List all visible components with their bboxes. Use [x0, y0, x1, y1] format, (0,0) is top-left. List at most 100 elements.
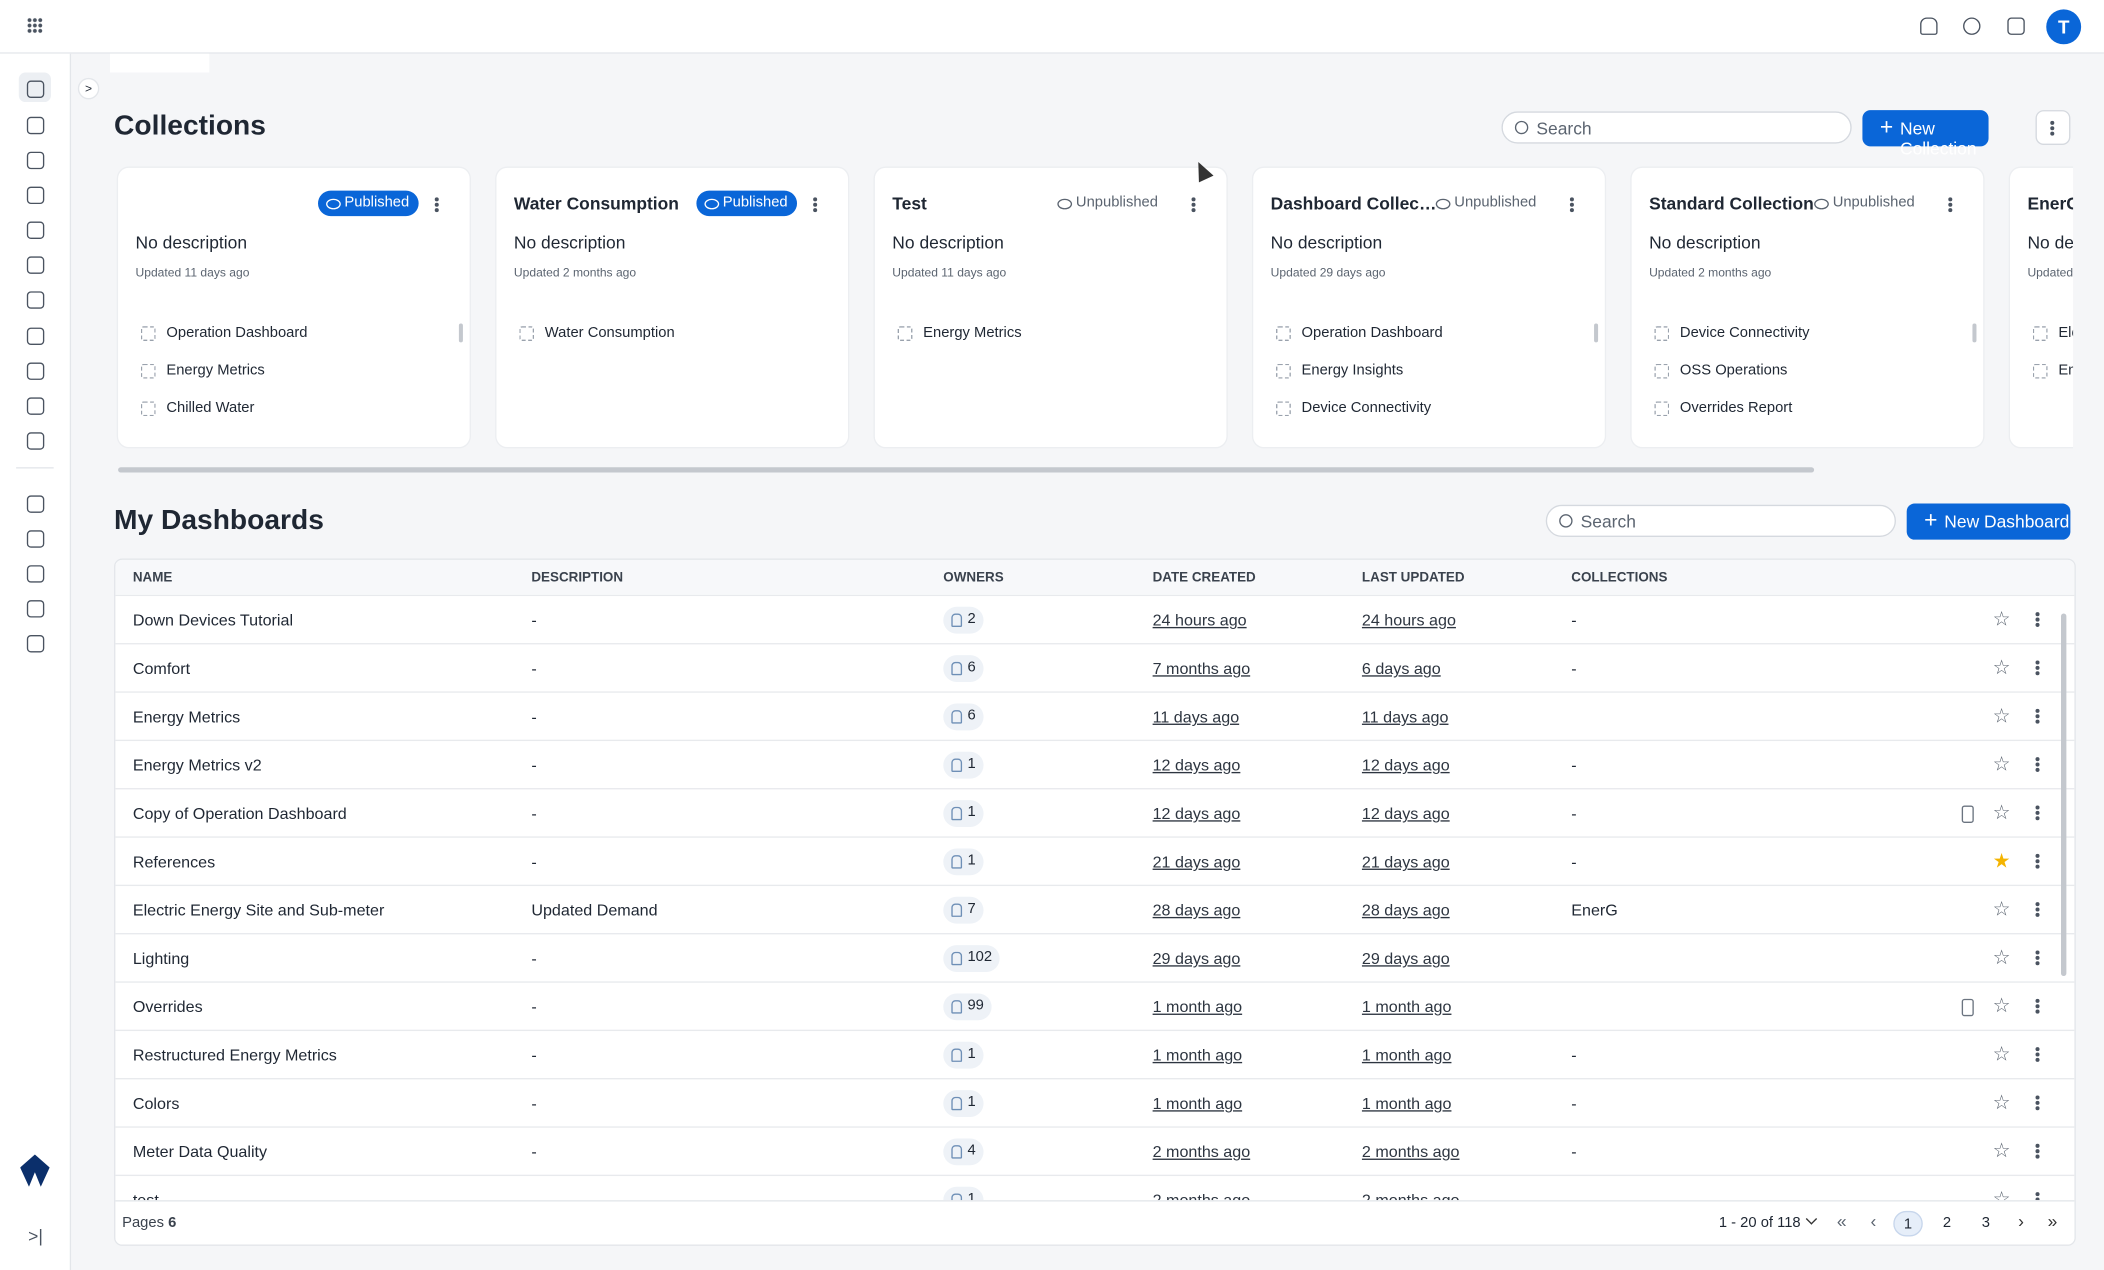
column-header[interactable]: OWNERS	[943, 570, 1004, 586]
owners-count[interactable]: 1	[943, 800, 984, 827]
dashboard-name[interactable]: Down Devices Tutorial	[132, 610, 294, 630]
favorite-star[interactable]: ☆	[1992, 1139, 2011, 1163]
owners-count[interactable]: 7	[943, 896, 984, 924]
favorite-star[interactable]: ☆	[1992, 704, 2011, 728]
favorite-star[interactable]: ☆	[1992, 1043, 2011, 1066]
table-row[interactable]: Energy Metrics v2 - 1 12 days ago 12 days ag…	[115, 739, 2075, 790]
collection-dashboard[interactable]: Energy Metrics	[140, 362, 265, 379]
row-menu[interactable]	[2035, 1197, 2040, 1201]
page-range[interactable]: 1 - 20 of 118	[1718, 1214, 1801, 1232]
dashboard-name[interactable]: Restructured Energy Metrics	[132, 1045, 337, 1065]
nav-item[interactable]	[26, 600, 45, 618]
nav-item[interactable]	[26, 565, 45, 583]
row-menu[interactable]	[2035, 665, 2040, 670]
nav-item[interactable]	[26, 635, 45, 653]
nav-item[interactable]	[26, 495, 45, 513]
table-row[interactable]: Restructured Energy Metrics - 1 1 month ago…	[115, 1029, 2075, 1080]
row-menu[interactable]	[2035, 1052, 2040, 1057]
table-row[interactable]: test - 1 2 months ago 2 months ago ☆	[115, 1174, 2075, 1201]
collapse-sidebar[interactable]: >|	[28, 1225, 43, 1246]
nav-item[interactable]	[26, 80, 45, 99]
owners-count[interactable]: 1	[943, 1090, 984, 1117]
collections-search[interactable]: Search	[1501, 111, 1852, 144]
collection-dashboard[interactable]: Device Connectivity	[1276, 400, 1431, 417]
card-menu[interactable]	[1948, 202, 1953, 207]
nav-item[interactable]	[26, 291, 45, 309]
page-link[interactable]: 2	[1942, 1214, 1952, 1232]
nav-item[interactable]	[26, 256, 45, 274]
table-row[interactable]: Electric Energy Site and Sub-meter Update…	[115, 884, 2075, 935]
column-header[interactable]: DATE CREATED	[1152, 570, 1256, 586]
card-menu[interactable]	[434, 202, 439, 207]
dashboard-name[interactable]: References	[132, 852, 216, 872]
row-menu[interactable]	[2035, 859, 2040, 864]
collection-card[interactable]: EnerG No description Updated Electric Energ…	[2010, 167, 2074, 448]
apps-menu[interactable]	[26, 17, 43, 34]
dashboard-name[interactable]: Energy Metrics v2	[132, 755, 262, 775]
collection-card[interactable]: Water Consumption Published No description…	[496, 167, 849, 448]
feedback-button[interactable]	[2007, 17, 2025, 35]
column-header[interactable]: COLLECTIONS	[1571, 570, 1668, 586]
owners-count[interactable]: 6	[943, 655, 984, 682]
owners-count[interactable]: 6	[943, 703, 984, 731]
owners-count[interactable]: 1	[943, 1041, 984, 1069]
card-menu[interactable]	[813, 202, 818, 207]
row-menu[interactable]	[2035, 714, 2040, 719]
row-menu[interactable]	[2035, 1004, 2040, 1009]
row-menu[interactable]	[2035, 810, 2040, 815]
dashboard-name[interactable]: Electric Energy Site and Sub-meter	[132, 900, 385, 920]
favorite-star[interactable]: ☆	[1992, 753, 2011, 776]
card-menu[interactable]	[1569, 202, 1574, 207]
collection-dashboard[interactable]: Water Consumption	[519, 325, 675, 341]
table-row[interactable]: Comfort - 6 7 months ago 6 days ago - ☆	[115, 643, 2075, 693]
nav-item[interactable]	[26, 151, 45, 170]
dashboards-search[interactable]: Search	[1545, 504, 1896, 537]
collection-dashboard[interactable]: Chilled Water	[140, 400, 254, 417]
user-avatar[interactable]: T	[2046, 9, 2082, 45]
owners-count[interactable]: 1	[943, 1186, 984, 1201]
owners-count[interactable]: 99	[943, 993, 992, 1021]
row-menu[interactable]	[2035, 617, 2040, 622]
nav-item[interactable]	[26, 530, 45, 548]
range-dropdown[interactable]	[1805, 1213, 1818, 1225]
table-row[interactable]: Down Devices Tutorial - 2 24 hours ago 24 ho…	[115, 594, 2075, 645]
row-menu[interactable]	[2035, 1100, 2040, 1105]
collection-card[interactable]: Standard Collection Unpublished No descrip…	[1631, 167, 1984, 448]
dashboard-name[interactable]: Overrides	[132, 997, 203, 1017]
nav-item[interactable]	[26, 397, 45, 415]
table-row[interactable]: Copy of Operation Dashboard - 1 12 days ago…	[115, 788, 2075, 838]
dashboard-name[interactable]: Lighting	[132, 949, 190, 968]
dashboard-name[interactable]: Meter Data Quality	[132, 1142, 268, 1162]
owners-count[interactable]: 1	[943, 751, 984, 779]
table-row[interactable]: Energy Metrics - 6 11 days ago 11 days ago ☆	[115, 691, 2075, 741]
row-menu[interactable]	[2035, 1149, 2040, 1154]
row-menu[interactable]	[2035, 907, 2040, 912]
column-header[interactable]: DESCRIPTION	[531, 570, 624, 586]
favorite-star[interactable]: ☆	[1992, 1091, 2011, 1115]
owners-count[interactable]: 4	[943, 1138, 984, 1166]
expand-toggle[interactable]: >	[77, 77, 100, 100]
favorite-star[interactable]: ★	[1992, 849, 2011, 873]
row-menu[interactable]	[2035, 955, 2040, 960]
collection-dashboard[interactable]: Energy Metrics	[897, 325, 1022, 341]
card-menu[interactable]	[1191, 202, 1196, 207]
prev-page[interactable]: ‹	[1870, 1210, 1877, 1232]
column-header[interactable]: NAME	[132, 570, 173, 586]
first-page[interactable]: «	[1836, 1210, 1847, 1232]
collection-dashboard[interactable]: Device Connectivity	[1654, 325, 1810, 341]
collection-card[interactable]: Published No description Updated 11 days a…	[118, 167, 470, 448]
owners-count[interactable]: 2	[943, 606, 984, 634]
table-row[interactable]: Overrides - 99 1 month ago 1 month ago ☆	[115, 981, 2075, 1031]
new-collection-button[interactable]: New Collection	[1862, 110, 1989, 158]
collection-dashboard[interactable]: Operation Dashboard	[1276, 325, 1443, 341]
owners-count[interactable]: 102	[943, 945, 1001, 972]
nav-item[interactable]	[26, 432, 45, 450]
table-row[interactable]: Meter Data Quality - 4 2 months ago 2 months…	[115, 1126, 2075, 1176]
new-dashboard-button[interactable]: New Dashboard	[1906, 503, 2071, 540]
collection-dashboard[interactable]: Overrides Report	[1654, 400, 1792, 417]
row-menu[interactable]	[2035, 762, 2040, 767]
more-button[interactable]	[2035, 110, 2071, 145]
column-header[interactable]: LAST UPDATED	[1361, 570, 1465, 586]
collection-dashboard[interactable]: Energy Insights	[1276, 362, 1403, 379]
owners-count[interactable]: 1	[943, 848, 984, 876]
